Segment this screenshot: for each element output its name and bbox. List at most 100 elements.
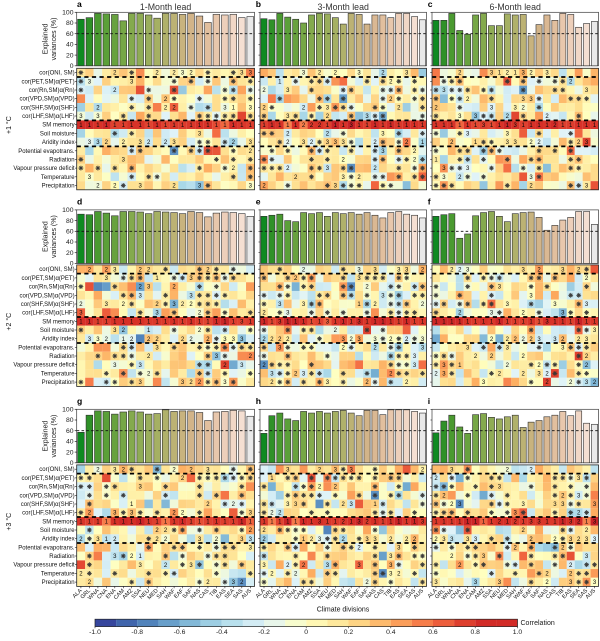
svg-text:1: 1 (215, 123, 219, 129)
svg-text:cor(ONI, SM): cor(ONI, SM) (39, 71, 74, 77)
svg-text:2: 2 (522, 106, 526, 112)
svg-text:3: 3 (442, 166, 446, 172)
svg-text:2: 2 (529, 537, 533, 543)
svg-text:3: 3 (593, 328, 597, 334)
svg-text:1: 1 (561, 519, 565, 525)
svg-text:1: 1 (172, 123, 176, 129)
svg-text:SM memory: SM memory (42, 519, 74, 525)
svg-text:Vapour pressure deficit: Vapour pressure deficit (13, 166, 75, 172)
svg-text:2: 2 (310, 123, 314, 129)
svg-text:2: 2 (318, 123, 322, 129)
svg-text:2: 2 (357, 546, 361, 552)
svg-text:1: 1 (553, 319, 557, 325)
svg-text:3: 3 (381, 149, 385, 155)
svg-text:2: 2 (139, 267, 143, 273)
svg-text:3: 3 (139, 485, 143, 491)
svg-text:2: 2 (130, 337, 134, 343)
svg-text:2: 2 (522, 337, 526, 343)
svg-text:2: 2 (262, 88, 266, 94)
svg-text:3: 3 (389, 572, 393, 578)
svg-text:1: 1 (561, 123, 565, 129)
svg-text:1: 1 (262, 519, 266, 525)
svg-text:2: 2 (206, 337, 210, 343)
svg-text:1: 1 (286, 319, 290, 325)
svg-text:2: 2 (514, 519, 518, 525)
svg-text:3: 3 (498, 580, 502, 586)
svg-text:3: 3 (342, 175, 346, 181)
svg-text:2: 2 (529, 337, 533, 343)
svg-text:3: 3 (561, 267, 565, 273)
svg-text:1: 1 (96, 319, 100, 325)
svg-text:2: 2 (413, 149, 417, 155)
svg-text:3: 3 (206, 467, 210, 473)
svg-text:1: 1 (381, 319, 385, 325)
svg-text:3: 3 (529, 175, 533, 181)
svg-text:2: 2 (318, 467, 322, 473)
svg-text:3: 3 (139, 140, 143, 146)
svg-text:2: 2 (164, 97, 168, 103)
svg-text:2: 2 (529, 184, 533, 190)
svg-text:2: 2 (458, 311, 462, 317)
svg-text:2: 2 (585, 354, 589, 360)
svg-text:2: 2 (249, 149, 253, 155)
svg-text:g: g (77, 396, 82, 406)
svg-text:1: 1 (232, 519, 236, 525)
svg-text:cor(LHF,SM)α(LHF): cor(LHF,SM)α(LHF) (22, 311, 74, 317)
svg-text:3: 3 (96, 537, 100, 543)
svg-text:1: 1 (139, 554, 143, 560)
svg-text:1: 1 (474, 140, 478, 146)
svg-text:3: 3 (365, 114, 369, 120)
svg-text:3: 3 (466, 132, 470, 138)
svg-text:2: 2 (342, 537, 346, 543)
svg-text:40: 40 (66, 439, 74, 446)
svg-text:2: 2 (262, 337, 266, 343)
svg-text:1: 1 (215, 319, 219, 325)
svg-text:d: d (77, 197, 82, 207)
svg-text:3: 3 (96, 140, 100, 146)
svg-text:3: 3 (561, 502, 565, 508)
svg-text:1: 1 (198, 123, 202, 129)
svg-text:1: 1 (490, 123, 494, 129)
svg-text:2: 2 (421, 267, 425, 273)
svg-text:3: 3 (357, 276, 361, 282)
svg-text:1: 1 (450, 123, 454, 129)
svg-text:1: 1 (585, 319, 589, 325)
svg-text:80: 80 (66, 417, 74, 424)
svg-text:1: 1 (215, 519, 219, 525)
svg-text:3: 3 (466, 537, 470, 543)
svg-text:1: 1 (529, 319, 533, 325)
svg-text:1: 1 (397, 123, 401, 129)
svg-text:1: 1 (474, 519, 478, 525)
svg-text:1: 1 (365, 123, 369, 129)
svg-text:Temperature: Temperature (41, 371, 75, 377)
svg-text:3: 3 (569, 519, 573, 525)
svg-text:0: 0 (304, 629, 308, 636)
svg-text:2: 2 (278, 511, 282, 517)
svg-text:2: 2 (302, 106, 306, 112)
svg-text:3: 3 (466, 267, 470, 273)
svg-text:b: b (256, 0, 261, 9)
svg-text:2: 2 (545, 572, 549, 578)
svg-text:Vapour pressure deficit: Vapour pressure deficit (13, 563, 75, 569)
svg-text:2: 2 (585, 528, 589, 534)
svg-text:1: 1 (105, 519, 109, 525)
svg-text:1: 1 (537, 123, 541, 129)
svg-text:1: 1 (389, 123, 393, 129)
svg-text:1: 1 (577, 319, 581, 325)
svg-text:3: 3 (413, 363, 417, 369)
svg-text:variances (%): variances (%) (51, 415, 58, 458)
svg-text:1: 1 (139, 519, 143, 525)
svg-text:Temperature: Temperature (41, 571, 75, 577)
svg-text:1: 1 (79, 123, 83, 129)
svg-text:2: 2 (249, 528, 253, 534)
svg-text:3: 3 (249, 184, 253, 190)
svg-text:2: 2 (569, 572, 573, 578)
svg-text:-0.8: -0.8 (131, 629, 143, 636)
svg-text:1: 1 (155, 276, 159, 282)
svg-text:3: 3 (421, 519, 425, 525)
svg-text:Soil moisture: Soil moisture (40, 131, 75, 137)
svg-text:2: 2 (147, 354, 151, 360)
svg-text:1: 1 (262, 123, 266, 129)
svg-text:0.6: 0.6 (428, 629, 438, 636)
svg-text:3: 3 (458, 114, 462, 120)
